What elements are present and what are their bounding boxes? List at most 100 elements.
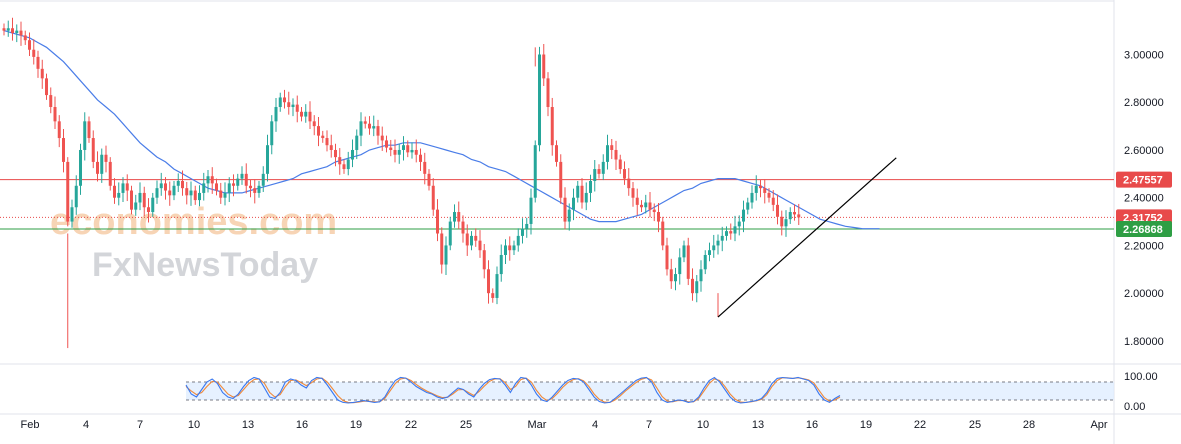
- trendline[interactable]: [717, 157, 897, 318]
- candle: [40, 59, 44, 89]
- candle-body: [342, 164, 346, 170]
- candle-body: [368, 123, 371, 129]
- candle: [249, 179, 252, 198]
- candle-body: [754, 185, 758, 193]
- candle-body: [104, 154, 108, 162]
- candle: [657, 202, 660, 233]
- price-axis[interactable]: 3.00000 2.80000 2.60000 2.40000 2.20000 2.000…: [1124, 50, 1164, 348]
- candle: [79, 143, 82, 195]
- x-tick-label: 7: [137, 419, 143, 431]
- candle-body: [236, 178, 240, 186]
- candle: [767, 188, 771, 203]
- candle: [606, 134, 609, 170]
- candlesticks: [2, 17, 801, 349]
- candle-body: [652, 209, 656, 213]
- candle: [419, 148, 422, 171]
- candle: [219, 182, 223, 204]
- candle: [695, 275, 699, 303]
- candle: [385, 135, 388, 153]
- candle: [376, 119, 380, 145]
- x-tick-label: 4: [592, 419, 598, 431]
- candle: [793, 204, 796, 221]
- candle-body: [482, 250, 486, 270]
- candle-body: [746, 202, 750, 210]
- candle-body: [669, 269, 673, 282]
- candle-body: [304, 111, 308, 117]
- time-axis[interactable]: Feb 4 7 10 13 16 19 22 25 Mar 4 7 10 13 16 19 22 25 28 Apr: [21, 419, 1108, 431]
- candle: [440, 227, 444, 274]
- x-tick-label: 28: [1023, 419, 1035, 431]
- candle: [436, 199, 439, 242]
- candle-body: [453, 212, 456, 222]
- candle: [402, 136, 405, 161]
- candle-body: [312, 121, 316, 127]
- candle-body: [334, 149, 337, 158]
- candle: [614, 140, 618, 171]
- candle: [640, 200, 643, 213]
- candle: [682, 240, 686, 263]
- candle-body: [19, 30, 23, 36]
- candle: [151, 192, 155, 217]
- support-trendline[interactable]: [717, 157, 897, 318]
- candle-body: [28, 40, 31, 50]
- candle: [380, 126, 384, 151]
- candle: [593, 159, 597, 192]
- candle: [70, 199, 74, 228]
- y-tick-label: 2.20000: [1124, 240, 1164, 252]
- candle-body: [402, 145, 405, 150]
- candle-body: [11, 28, 14, 34]
- candle-body: [66, 161, 70, 222]
- candle-body: [491, 293, 495, 298]
- x-tick-label: 22: [405, 419, 417, 431]
- candle: [572, 188, 575, 221]
- candle-body: [210, 176, 214, 184]
- candle: [559, 154, 563, 204]
- candle: [274, 97, 278, 132]
- candle: [342, 159, 346, 174]
- candle-body: [423, 161, 427, 174]
- candle-body: [79, 149, 82, 186]
- candle-body: [125, 183, 129, 191]
- candle-body: [317, 126, 320, 136]
- candle-body: [338, 157, 342, 165]
- candle: [699, 260, 703, 292]
- candle-body: [708, 250, 711, 255]
- candle-body: [62, 138, 65, 162]
- candle: [448, 216, 452, 251]
- candle: [555, 140, 558, 167]
- candle: [325, 130, 329, 152]
- candle: [584, 182, 588, 211]
- candle: [100, 148, 104, 183]
- candle: [53, 96, 57, 129]
- candle: [797, 203, 801, 226]
- candle: [538, 46, 541, 152]
- candle: [453, 204, 456, 228]
- candle-body: [363, 121, 367, 124]
- candle: [121, 177, 125, 203]
- candle: [729, 223, 733, 240]
- candle-body: [542, 54, 546, 79]
- candle: [11, 17, 14, 41]
- candle: [495, 266, 499, 305]
- candle: [147, 198, 150, 223]
- candle-body: [206, 176, 210, 184]
- candle: [278, 92, 282, 112]
- candle: [355, 129, 359, 160]
- candle: [691, 268, 694, 301]
- candle: [512, 240, 516, 255]
- candle: [206, 170, 210, 193]
- candle-body: [580, 185, 584, 203]
- candle-body: [793, 212, 796, 215]
- candle: [300, 107, 303, 122]
- candle-body: [618, 159, 622, 170]
- candle: [19, 21, 23, 46]
- candle: [461, 215, 465, 243]
- candle: [134, 194, 138, 216]
- candle: [138, 182, 142, 211]
- candle: [389, 139, 393, 157]
- candle-body: [665, 245, 669, 270]
- candle: [627, 168, 631, 196]
- x-tick-label: 10: [697, 419, 709, 431]
